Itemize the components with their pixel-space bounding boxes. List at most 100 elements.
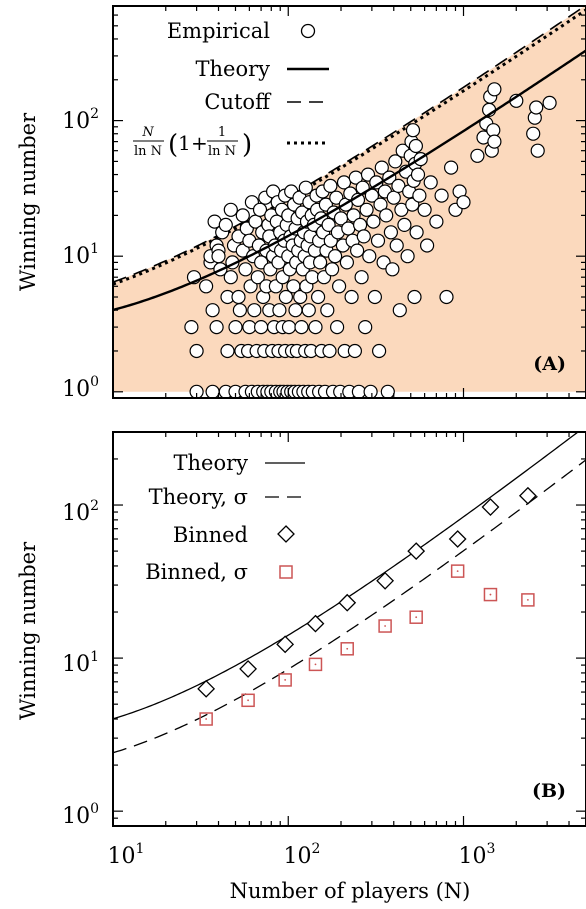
empirical-point [199,279,214,294]
empirical-point [420,238,435,253]
empirical-point [305,270,320,285]
y-tick-b-10: 101 [62,649,99,677]
binned-sigma-dot [247,699,249,702]
empirical-point [228,320,243,335]
legend-a-empirical-label: Empirical [167,19,270,43]
empirical-point [347,343,362,359]
empirical-point [184,320,199,335]
empirical-point [281,320,297,335]
empirical-point [487,134,502,149]
empirical-point [252,202,268,217]
binned-point [276,635,295,654]
empirical-point [356,229,371,244]
x-tick-b-100: 102 [284,841,321,869]
legend-a: Empirical Theory Cutoff N ln N ( 1 + 1 l… [133,19,329,160]
formula-inner-denominator: ln N [208,144,236,159]
empirical-point [301,303,316,318]
formula-lparen: ( [168,130,178,160]
approx-line [113,8,586,286]
binned-sigma-point [199,712,213,726]
binned-sigma-dot [346,647,349,650]
empirical-point [320,303,335,318]
empirical-point [383,225,398,240]
x-tick-b-1000: 103 [459,841,496,869]
empirical-point [189,384,204,398]
binned-point [518,486,537,505]
empirical-point [278,289,293,305]
empirical-point [542,95,557,111]
empirical-point [325,262,340,277]
binned-sigma-dot [415,616,418,619]
empirical-point [359,202,374,217]
binned-point [376,571,395,590]
binned-point [481,498,500,516]
ticks-b [112,431,586,827]
empirical-point [332,279,347,294]
y-tick-b-1: 100 [62,801,99,829]
y-tick-b-100: 102 [62,498,99,526]
empirical-point [250,270,265,285]
empirical-point [313,255,328,270]
legend-a-cutoff-label: Cutoff [204,90,272,114]
binned-point [338,593,357,612]
binned-sigma-point [378,619,392,633]
binned-sigma-dot [284,679,287,681]
empirical-point [444,160,459,175]
empirical-point [530,143,545,158]
empirical-point [380,384,395,398]
theory-sigma-line-b [113,459,586,754]
panel-label-b: (B) [532,780,566,802]
empirical-point [392,303,407,318]
empirical-point [379,208,394,223]
panel-b: 100 101 102 101 102 103 Winning number N… [16,431,586,903]
empirical-point [323,178,338,193]
formula-plus: + [191,131,208,155]
empirical-point [388,154,403,169]
empirical-point [223,270,238,285]
legend-b-binned-label: Binned [173,523,248,547]
empirical-point [254,320,269,335]
empirical-point [350,243,365,258]
empirical-point [366,214,381,229]
legend-b-theory-sigma-label: Theory, σ [149,485,248,509]
empirical-point [238,262,253,277]
empirical-point [298,180,313,195]
empirical-point [529,100,544,115]
empirical-point [412,188,427,203]
empirical-point [354,270,369,285]
formula-denominator: ln N [134,144,162,159]
theory-line [113,49,586,312]
empirical-point [339,255,354,270]
formula-one: 1 [178,131,191,155]
legend-b-binned-sigma-marker [279,565,293,579]
empirical-point [294,320,309,335]
empirical-point [362,249,377,264]
empirical-point [374,160,389,175]
legend-b-binned-marker [277,525,295,543]
empirical-point [370,233,386,248]
empirical-point [205,384,220,398]
empirical-points [184,82,557,398]
empirical-point [400,249,415,264]
empirical-point [373,197,388,212]
empirical-point [407,289,422,305]
binned-sigma-point [278,673,292,687]
empirical-point [470,148,485,163]
empirical-point [363,384,378,398]
empirical-point [526,126,541,141]
empirical-point [434,188,449,203]
empirical-point [341,221,356,236]
empirical-point [385,262,400,277]
empirical-point [351,384,366,398]
binned-sigma-point [450,564,465,578]
legend-b-binned-sigma-label: Binned, σ [145,560,248,584]
empirical-point [235,208,250,223]
plot-frame-b [112,431,586,827]
binned-sigma-dot [456,570,459,573]
empirical-point [209,320,224,335]
y-tick-a-100: 102 [62,106,99,134]
empirical-point [242,320,257,335]
panel-a: 100 101 102 Winning number Empirical The… [16,5,586,402]
binned-sigma-point [340,642,354,656]
binned-point [197,679,216,698]
